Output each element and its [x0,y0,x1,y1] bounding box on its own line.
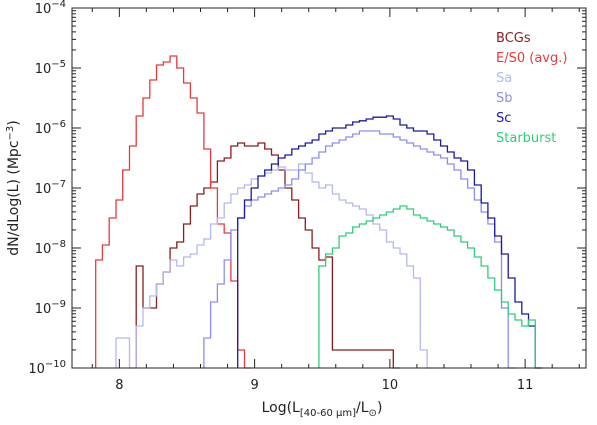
series-line-sc [237,115,542,369]
legend-entry-sb: Sb [496,91,513,106]
x-tick-label: 9 [250,378,258,393]
y-axis-label: dN/dLog(L) (Mpc−3) [5,120,22,256]
x-tick-label: 11 [517,378,534,393]
series-line-sb [203,130,515,369]
x-tick-label: 8 [115,378,123,393]
axis-ticks: 8 9 10 11 10−4 10−5 10−6 10−7 10−8 10−9 10−10 [28,0,586,393]
y-tick-label: 10−5 [35,59,66,77]
legend: BCGs E/S0 (avg.) Sa Sb Sc Starburst [496,31,567,146]
series-line-bcgs [135,142,400,369]
series-line-e-s0-avg [95,55,252,369]
legend-entry-sc: Sc [496,111,511,126]
y-tick-label: 10−6 [35,119,66,137]
y-tick-label: 10−4 [35,0,66,17]
legend-entry-starburst: Starburst [496,131,556,146]
y-tick-label: 10−9 [35,299,66,317]
legend-entry-sa: Sa [496,71,512,86]
legend-entry-e-s0-avg: E/S0 (avg.) [496,51,567,66]
series-line-starburst [318,205,542,369]
x-tick-label: 10 [382,378,399,393]
legend-entry-bcgs: BCGs [496,31,531,46]
y-tick-label: 10−8 [35,239,66,257]
series-curves [95,55,542,369]
x-axis-label: Log(L[40-60 μm]/L⊙) [262,400,383,419]
y-tick-label: 10−10 [28,359,66,377]
y-tick-label: 10−7 [35,179,66,197]
